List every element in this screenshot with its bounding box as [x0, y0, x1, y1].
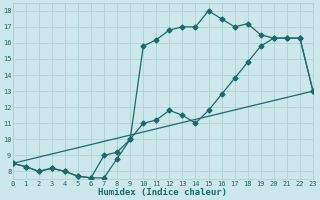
X-axis label: Humidex (Indice chaleur): Humidex (Indice chaleur) — [98, 188, 227, 197]
